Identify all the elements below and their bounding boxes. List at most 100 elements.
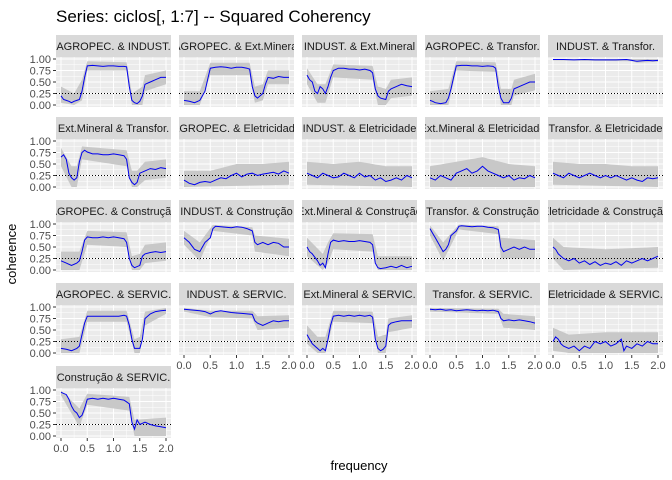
facet-strip bbox=[179, 35, 294, 57]
x-tick-label: 0.0 bbox=[299, 360, 314, 372]
y-tick-label: 1.00 bbox=[30, 54, 51, 66]
confidence-band bbox=[430, 224, 535, 261]
y-tick-label: 0.75 bbox=[30, 66, 51, 78]
x-tick-label: 1.0 bbox=[475, 360, 490, 372]
y-axis-title: coherence bbox=[4, 224, 19, 285]
x-tick-label: 1.5 bbox=[132, 443, 147, 455]
confidence-band bbox=[61, 307, 166, 353]
facet-strip bbox=[302, 117, 417, 139]
facet-panel: AGROPEC. & SERVIC. 0.000.250.500.751.00 bbox=[30, 283, 171, 360]
coherence-line bbox=[429, 64, 535, 105]
y-tick-label: 0.75 bbox=[30, 397, 51, 409]
coherence-line bbox=[183, 308, 289, 326]
x-tick-label: 1.5 bbox=[624, 360, 639, 372]
facet-strip-label: INDUST. & Eletricidade bbox=[303, 123, 417, 135]
facet-strip bbox=[425, 283, 540, 305]
confidence-band bbox=[430, 61, 535, 105]
confidence-band bbox=[61, 146, 166, 187]
coherence-line bbox=[429, 165, 536, 181]
coherence-line bbox=[183, 170, 290, 186]
y-tick-label: 0.00 bbox=[30, 182, 51, 194]
y-tick-label: 0.00 bbox=[30, 100, 51, 112]
y-tick-label: 0.50 bbox=[30, 159, 51, 171]
y-tick-label: 1.00 bbox=[30, 385, 51, 397]
facet-strip-label: Eletricidade & Construção bbox=[542, 206, 669, 218]
x-axis-title: frequency bbox=[330, 458, 388, 473]
coherence-line bbox=[306, 239, 413, 270]
facet-strip-label: Eletricidade & SERVIC. bbox=[548, 289, 663, 301]
facet-strip-label: AGROPEC. & SERVIC. bbox=[56, 289, 171, 301]
y-tick-label: 0.25 bbox=[30, 337, 51, 349]
confidence-band bbox=[184, 62, 289, 105]
y-tick-label: 1.00 bbox=[30, 219, 51, 231]
facet-strip bbox=[179, 117, 294, 139]
x-tick-label: 0.0 bbox=[176, 360, 191, 372]
x-tick-label: 1.5 bbox=[501, 360, 516, 372]
coherence-line bbox=[60, 236, 167, 269]
y-tick-label: 0.25 bbox=[30, 420, 51, 432]
y-tick-label: 1.00 bbox=[30, 136, 51, 148]
facet-panel: Eletricidade & Construção bbox=[542, 200, 669, 272]
facet-strip-label: AGROPEC. & INDUST. bbox=[56, 41, 170, 53]
y-tick-label: 0.50 bbox=[30, 77, 51, 89]
facet-strip-label: AGROPEC. & Construção bbox=[50, 206, 178, 218]
facet-panel: Transfor. & Eletricidade bbox=[548, 117, 663, 189]
coherence-line bbox=[60, 391, 167, 431]
facet-strip bbox=[56, 117, 171, 139]
x-tick-label: 0.0 bbox=[53, 443, 68, 455]
facet-panel: INDUST. & Ext.Mineral bbox=[302, 35, 417, 107]
coherence-line bbox=[60, 149, 167, 186]
coherence-line bbox=[60, 309, 167, 352]
facet-strip bbox=[548, 35, 663, 57]
coherence-line bbox=[552, 246, 659, 267]
y-tick-label: 0.00 bbox=[30, 431, 51, 443]
x-tick-label: 1.0 bbox=[352, 360, 367, 372]
facet-strip bbox=[548, 283, 663, 305]
facet-strip-label: INDUST. & Transfor. bbox=[556, 41, 655, 53]
facet-strip-label: Ext.Mineral & Eletricidade bbox=[420, 123, 546, 135]
facet-panel: Transfor. & Construção bbox=[425, 200, 540, 272]
x-tick-label: 0.5 bbox=[449, 360, 464, 372]
coherence-line bbox=[183, 225, 289, 253]
facet-strip bbox=[56, 283, 171, 305]
y-tick-label: 1.00 bbox=[30, 302, 51, 314]
x-tick-label: 1.5 bbox=[378, 360, 393, 372]
confidence-band bbox=[307, 161, 412, 187]
y-tick-label: 0.00 bbox=[30, 348, 51, 360]
facet-strip bbox=[179, 283, 294, 305]
facet-strip-label: AGROPEC. & Eletricidade bbox=[172, 123, 301, 135]
facet-strip-label: Transfor. & SERVIC. bbox=[432, 289, 532, 301]
facet-panel: AGROPEC. & Transfor. bbox=[425, 35, 540, 107]
x-tick-label: 1.0 bbox=[229, 360, 244, 372]
facet-strip bbox=[302, 35, 417, 57]
facet-strip-label: Ext.Mineral & SERVIC. bbox=[303, 289, 415, 301]
facet-strip bbox=[425, 117, 540, 139]
y-tick-label: 0.75 bbox=[30, 314, 51, 326]
coherence-line bbox=[429, 225, 535, 253]
confidence-band bbox=[430, 307, 535, 330]
facet-strip bbox=[179, 200, 294, 222]
y-tick-label: 0.00 bbox=[30, 265, 51, 277]
y-tick-label: 0.75 bbox=[30, 231, 51, 243]
confidence-band bbox=[307, 233, 412, 270]
x-tick-label: 2.0 bbox=[527, 360, 542, 372]
x-tick-label: 2.0 bbox=[281, 360, 296, 372]
facet-strip-label: INDUST. & SERVIC. bbox=[186, 289, 286, 301]
x-tick-label: 0.5 bbox=[203, 360, 218, 372]
y-tick-label: 0.50 bbox=[30, 408, 51, 420]
y-tick-label: 0.50 bbox=[30, 242, 51, 254]
facet-panel: INDUST. & Construção bbox=[179, 200, 294, 272]
confidence-band bbox=[184, 161, 289, 187]
confidence-band bbox=[553, 161, 658, 187]
facet-strip bbox=[56, 35, 171, 57]
facet-panel: Eletricidade & SERVIC. 0.0 0.5 1.0 1.5 2.0 bbox=[545, 283, 666, 372]
coherence-line bbox=[306, 172, 413, 183]
facet-strip-label: AGROPEC. & Ext.Mineral bbox=[173, 41, 300, 53]
confidence-band bbox=[307, 310, 412, 353]
y-tick-label: 0.25 bbox=[30, 89, 51, 101]
facet-strip bbox=[548, 117, 663, 139]
x-tick-label: 1.0 bbox=[106, 443, 121, 455]
facet-panel: Ext.Mineral & Transfor. 0.000.250.500.751… bbox=[30, 117, 171, 194]
coherence-line bbox=[553, 58, 659, 62]
